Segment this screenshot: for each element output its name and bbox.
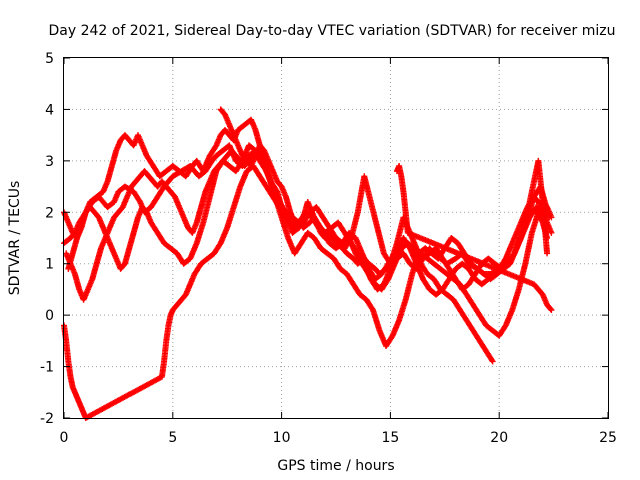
axis-ticks: 0 5 10 15 20 25 -2 -1 0 1 2 3 4 5: [40, 51, 617, 446]
data-point: [547, 305, 554, 312]
x-tick-label: 20: [490, 430, 508, 446]
data-point: [548, 307, 555, 313]
series-track-7: [393, 163, 555, 313]
series-track-1: [61, 142, 555, 277]
x-tick-label: 25: [599, 430, 617, 446]
x-tick-label: 0: [60, 430, 69, 446]
plot-frame: [63, 57, 609, 419]
series-track-5: [61, 163, 553, 421]
data-point: [347, 236, 354, 243]
series-track-6: [217, 106, 551, 293]
y-tick-label: 2: [45, 205, 54, 221]
data-point: [369, 305, 376, 312]
data-point: [510, 251, 517, 258]
x-tick-label: 15: [381, 430, 399, 446]
data-point: [488, 357, 495, 364]
data-point: [548, 229, 555, 236]
y-tick-label: 4: [45, 102, 54, 118]
y-axis-label: SDTVAR / TECUs: [7, 181, 23, 296]
chart-title: Day 242 of 2021, Sidereal Day-to-day VTE…: [49, 23, 616, 39]
x-tick-label: 5: [168, 430, 177, 446]
data-point: [546, 214, 553, 221]
y-tick-label: -2: [40, 411, 54, 427]
x-tick-label: 10: [273, 430, 291, 446]
data-series: [61, 106, 555, 421]
y-tick-label: 1: [45, 257, 54, 273]
data-point: [489, 358, 496, 365]
data-point: [544, 250, 551, 257]
y-tick-label: 0: [45, 308, 54, 324]
series-track-4: [65, 142, 551, 349]
y-tick-label: -1: [40, 360, 54, 376]
x-axis-label: GPS time / hours: [277, 458, 394, 474]
y-tick-label: 3: [45, 154, 54, 170]
y-tick-label: 5: [45, 51, 54, 67]
